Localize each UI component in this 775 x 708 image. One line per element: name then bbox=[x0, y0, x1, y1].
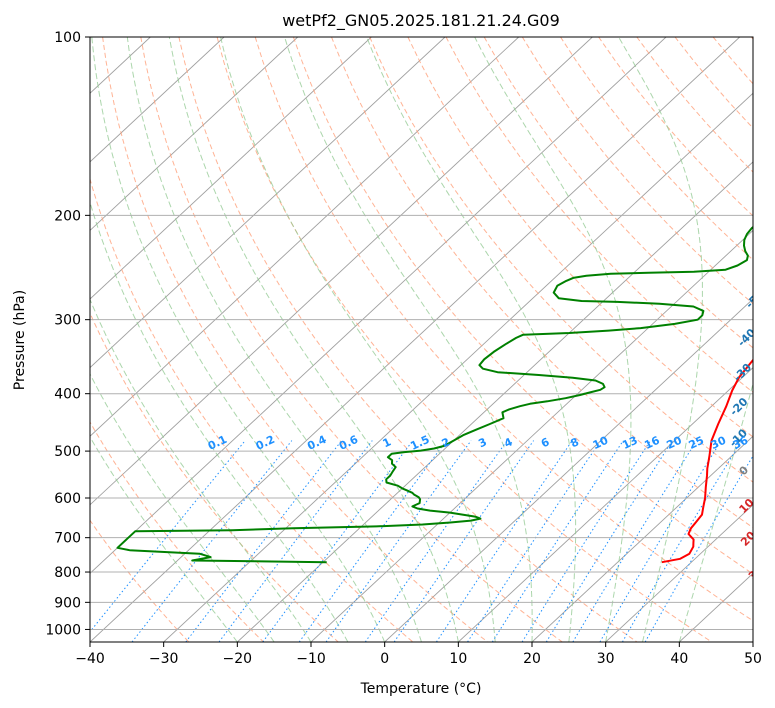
x-tick-label: −30 bbox=[149, 651, 179, 667]
dewpoint-profile-line bbox=[116, 225, 753, 564]
moist-adiabat-line bbox=[618, 37, 703, 642]
mixing-ratio-line bbox=[521, 440, 651, 642]
isotherm-line bbox=[90, 37, 520, 437]
x-tick-label: −20 bbox=[223, 651, 253, 667]
isotherm-line bbox=[90, 37, 446, 369]
dry-adiabat-line bbox=[90, 177, 414, 642]
isotherm-line bbox=[90, 37, 299, 232]
y-tick-label: 900 bbox=[54, 595, 81, 611]
mixing-ratio-line bbox=[393, 440, 535, 642]
dry-adiabat-line bbox=[90, 519, 190, 642]
x-tick-label: 0 bbox=[380, 651, 389, 667]
y-tick-label: 600 bbox=[54, 491, 81, 507]
isotherm-line bbox=[90, 37, 372, 300]
moist-adiabat-line bbox=[90, 298, 312, 642]
dry-adiabat-label: -50 bbox=[743, 288, 766, 311]
dry-adiabat-line bbox=[254, 37, 753, 622]
mixing-ratio-label: 10 bbox=[591, 434, 611, 452]
dry-adiabat-line bbox=[292, 37, 753, 575]
dry-adiabat-line bbox=[216, 37, 712, 642]
dry-adiabat-line bbox=[178, 37, 638, 642]
moist-adiabat-line bbox=[168, 37, 459, 642]
mixing-ratio-line bbox=[599, 440, 722, 642]
mixing-ratio-label: 30 bbox=[709, 434, 729, 452]
moist-adiabat-line bbox=[90, 200, 349, 642]
mixing-ratio-label: 20 bbox=[664, 434, 684, 452]
mixing-ratio-line bbox=[90, 440, 246, 633]
plot-area: -100-90-80-70-60-50-40-30-20-10010203040… bbox=[90, 37, 766, 642]
isotherm-line bbox=[90, 37, 225, 163]
line-labels: -100-90-80-70-60-50-40-30-20-10010203040… bbox=[206, 288, 766, 583]
moist-adiabat-line bbox=[126, 37, 422, 642]
mixing-ratio-label: 36 bbox=[731, 434, 751, 452]
moist-adiabat-line bbox=[366, 37, 577, 642]
mixing-ratio-line bbox=[545, 440, 673, 642]
isotherm-line bbox=[163, 92, 753, 642]
isotherm-line bbox=[605, 504, 753, 642]
mixing-ratio-line bbox=[298, 440, 447, 642]
y-tick-label: 1000 bbox=[45, 622, 81, 638]
dry-adiabat-label: 30 bbox=[746, 562, 766, 582]
mixing-ratio-label: 13 bbox=[620, 434, 639, 452]
mixing-ratio-line bbox=[467, 440, 602, 642]
isotherm-line bbox=[90, 37, 593, 506]
y-tick-label: 700 bbox=[54, 531, 81, 547]
dry-adiabat-line bbox=[521, 37, 753, 305]
y-tick-label: 400 bbox=[54, 387, 81, 403]
moist-adiabat-line bbox=[91, 37, 386, 642]
dry-adiabat-line bbox=[483, 37, 753, 349]
dry-adiabat-line bbox=[90, 311, 339, 642]
x-tick-label: 50 bbox=[744, 651, 762, 667]
dry-adiabat-line bbox=[90, 421, 264, 642]
x-tick-label: −40 bbox=[75, 651, 105, 667]
isotherm-line bbox=[384, 298, 753, 642]
moist-adiabat-line bbox=[90, 372, 275, 642]
isotherm-line bbox=[310, 229, 753, 642]
mixing-ratio-line bbox=[621, 440, 743, 642]
mixing-ratio-line bbox=[435, 440, 573, 642]
mixing-ratio-line bbox=[262, 440, 414, 642]
isotherm-line bbox=[237, 161, 753, 642]
x-tick-label: 30 bbox=[597, 651, 615, 667]
mixing-ratio-line bbox=[491, 440, 624, 642]
x-tick-label: −10 bbox=[296, 651, 326, 667]
mixing-ratio-line bbox=[644, 455, 753, 642]
isotherm-line bbox=[531, 435, 753, 642]
y-axis: 100 200 300 400 500 600 700 800 900 1000 bbox=[45, 30, 90, 638]
chart-title: wetPf2_GN05.2025.181.21.24.G09 bbox=[282, 11, 560, 31]
mixing-ratio-line bbox=[572, 440, 698, 642]
moist-adiabat-line bbox=[284, 37, 533, 642]
y-tick-label: 200 bbox=[54, 208, 81, 224]
y-tick-label: 300 bbox=[54, 313, 81, 329]
y-tick-label: 800 bbox=[54, 565, 81, 581]
temperature-profile-line bbox=[661, 358, 753, 564]
dry-adiabat-line bbox=[140, 37, 563, 642]
dry-adiabat-line bbox=[407, 37, 753, 438]
x-axis-label: Temperature (°C) bbox=[360, 681, 482, 697]
dry-adiabat-line bbox=[369, 37, 753, 483]
moist-adiabat-line bbox=[90, 436, 238, 642]
plot-frame bbox=[89, 36, 754, 643]
x-tick-label: 20 bbox=[523, 651, 541, 667]
dry-adiabat-line bbox=[331, 37, 753, 529]
x-tick-label: 10 bbox=[449, 651, 467, 667]
isotherm-line bbox=[458, 367, 753, 642]
dry-adiabat-line bbox=[445, 37, 753, 393]
series-layer bbox=[116, 225, 753, 564]
y-axis-label: Pressure (hPa) bbox=[12, 290, 28, 390]
mixing-ratio-label: 16 bbox=[642, 434, 662, 452]
moist-adiabat-line bbox=[474, 37, 632, 642]
background-lines bbox=[90, 37, 753, 642]
x-axis: −40 −30 −20 −10 0 10 20 30 40 50 bbox=[75, 642, 762, 667]
dry-adiabat-line bbox=[102, 37, 488, 642]
mixing-ratio-line bbox=[364, 440, 508, 642]
y-tick-label: 100 bbox=[54, 30, 81, 46]
y-tick-label: 500 bbox=[54, 444, 81, 460]
x-tick-label: 40 bbox=[670, 651, 688, 667]
mixing-ratio-label: 25 bbox=[687, 434, 706, 452]
